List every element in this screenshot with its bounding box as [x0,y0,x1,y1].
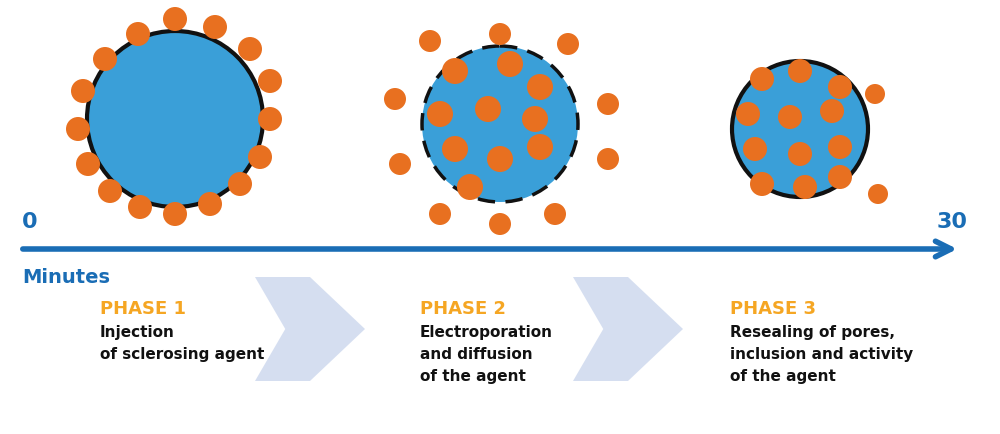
Circle shape [475,97,501,123]
Circle shape [597,149,619,171]
Circle shape [163,203,187,227]
Circle shape [489,214,511,236]
Text: Minutes: Minutes [22,267,110,286]
Circle shape [736,103,760,127]
Circle shape [128,196,152,220]
Circle shape [743,138,767,161]
Circle shape [865,85,885,105]
Circle shape [98,180,122,204]
Text: Electroporation
and diffusion
of the agent: Electroporation and diffusion of the age… [420,324,553,384]
Circle shape [389,154,411,176]
Circle shape [527,135,553,161]
Circle shape [750,173,774,197]
Circle shape [497,52,523,78]
Polygon shape [255,277,365,381]
Circle shape [820,100,844,124]
Text: 0: 0 [22,211,38,231]
Circle shape [427,102,453,128]
Circle shape [868,184,888,204]
Circle shape [732,62,868,197]
Circle shape [422,47,578,203]
Circle shape [76,153,100,177]
Text: Resealing of pores,
inclusion and activity
of the agent: Resealing of pores, inclusion and activi… [730,324,913,384]
Circle shape [258,70,282,94]
Polygon shape [573,277,683,381]
Circle shape [198,193,222,217]
Circle shape [828,76,852,100]
Text: PHASE 2: PHASE 2 [420,299,506,317]
Circle shape [71,80,95,104]
Circle shape [778,106,802,130]
Circle shape [258,108,282,132]
Text: 30: 30 [937,211,968,231]
Circle shape [788,60,812,84]
Circle shape [527,75,553,101]
Circle shape [248,146,272,170]
Circle shape [442,137,468,163]
Circle shape [793,176,817,200]
Circle shape [93,48,117,72]
Circle shape [419,31,441,53]
Text: PHASE 1: PHASE 1 [100,299,186,317]
Circle shape [442,59,468,85]
Circle shape [828,166,852,190]
Circle shape [228,173,252,197]
Circle shape [384,89,406,111]
Text: Injection
of sclerosing agent: Injection of sclerosing agent [100,324,264,362]
Circle shape [203,16,227,40]
Circle shape [66,118,90,141]
Circle shape [489,24,511,46]
Circle shape [828,136,852,160]
Circle shape [487,147,513,173]
Circle shape [750,68,774,92]
Circle shape [163,8,187,32]
Circle shape [544,204,566,226]
Circle shape [522,107,548,133]
Circle shape [788,143,812,167]
Circle shape [238,38,262,62]
Circle shape [429,204,451,226]
Circle shape [597,94,619,116]
Text: PHASE 3: PHASE 3 [730,299,816,317]
Circle shape [457,174,483,201]
Circle shape [126,23,150,47]
Circle shape [557,34,579,56]
Circle shape [87,32,263,207]
